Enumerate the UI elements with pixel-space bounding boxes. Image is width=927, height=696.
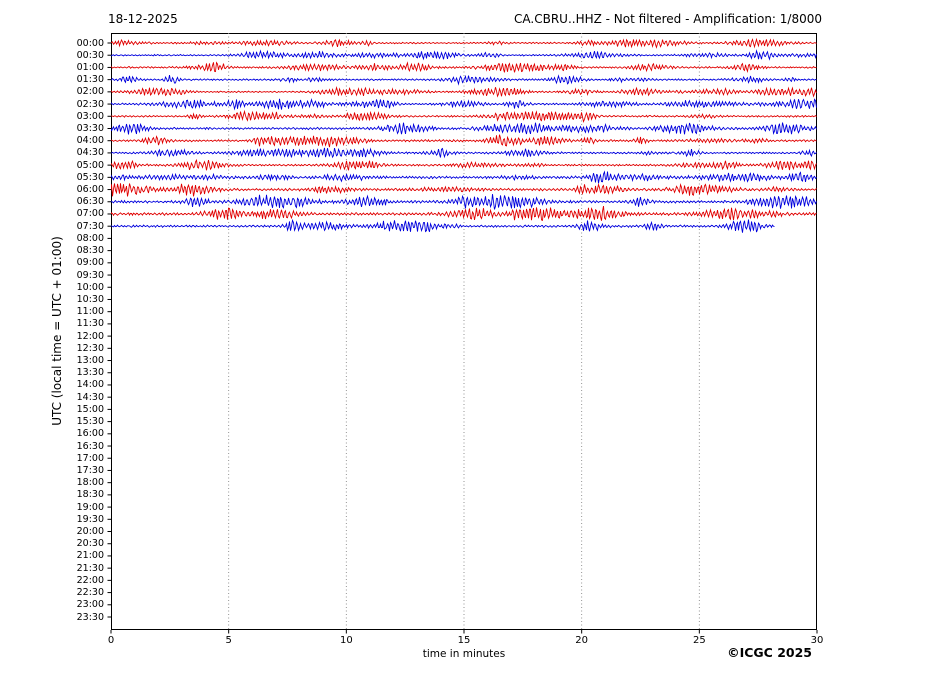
seismic-trace: [111, 158, 817, 171]
y-tick-label: 22:30: [76, 587, 104, 599]
y-tick-label: 20:30: [76, 538, 104, 550]
y-tick-label: 18:30: [76, 489, 104, 501]
y-tick-label: 13:30: [76, 367, 104, 379]
y-tick-label: 00:30: [76, 49, 104, 61]
seismic-trace: [111, 134, 817, 148]
y-tick-label: 23:30: [76, 611, 104, 623]
y-tick-label: 01:00: [76, 61, 104, 73]
x-tick-label: 25: [692, 635, 706, 646]
y-tick-label: 04:30: [76, 147, 104, 159]
y-tick-label: 03:00: [76, 110, 104, 122]
seismic-trace: [111, 37, 817, 49]
y-tick-label: 10:30: [76, 293, 104, 305]
y-tick-label: 05:30: [76, 171, 104, 183]
y-tick-label: 14:30: [76, 391, 104, 403]
y-tick-label: 15:00: [76, 403, 104, 415]
y-tick-label: 06:30: [76, 196, 104, 208]
copyright-label: ©ICGC 2025: [727, 645, 812, 660]
date-label: 18-12-2025: [108, 12, 178, 26]
x-tick-label: 5: [225, 635, 232, 646]
y-tick-label: 11:00: [76, 306, 104, 318]
y-tick-label: 17:00: [76, 452, 104, 464]
y-tick-label: 19:30: [76, 513, 104, 525]
y-tick-label: 03:30: [76, 122, 104, 134]
x-tick-label: 30: [810, 635, 824, 646]
y-tick-label: 02:00: [76, 86, 104, 98]
y-tick-label: 07:30: [76, 220, 104, 232]
y-tick-label: 01:30: [76, 74, 104, 86]
y-tick-label: 06:00: [76, 184, 104, 196]
y-tick-label: 20:00: [76, 526, 104, 537]
y-tick-label: 21:30: [76, 562, 104, 574]
y-tick-label: 11:30: [76, 318, 104, 330]
y-tick-label: 19:00: [76, 501, 104, 513]
y-tick-label: 16:00: [76, 428, 104, 440]
seismic-trace: [111, 194, 817, 210]
y-tick-label: 08:30: [76, 245, 104, 257]
seismic-trace: [111, 170, 817, 184]
seismic-trace: [111, 85, 817, 98]
x-tick-label: 15: [457, 635, 471, 646]
y-tick-label: 08:00: [76, 232, 104, 244]
y-tick-label: 17:30: [76, 464, 104, 476]
y-tick-label: 22:00: [76, 574, 104, 586]
y-tick-label: 09:00: [76, 257, 104, 269]
y-tick-label: 18:00: [76, 477, 104, 489]
seismic-trace: [111, 109, 817, 124]
seismic-trace: [111, 49, 817, 61]
x-axis-label: time in minutes: [422, 648, 506, 660]
x-tick-label: 10: [339, 635, 353, 646]
seismic-trace: [111, 97, 817, 111]
y-tick-label: 10:00: [76, 281, 104, 293]
y-tick-label: 15:30: [76, 416, 104, 428]
seismic-trace: [111, 147, 817, 159]
y-tick-label: 07:00: [76, 208, 104, 220]
y-tick-label: 05:00: [76, 159, 104, 171]
x-tick-label: 20: [575, 635, 589, 646]
y-tick-label: 23:00: [76, 599, 104, 611]
y-tick-label: 09:30: [76, 269, 104, 281]
y-tick-label: 13:00: [76, 355, 104, 367]
y-tick-label: 21:00: [76, 550, 104, 562]
x-tick-label: 0: [107, 635, 115, 646]
seismic-trace: [111, 74, 817, 86]
y-tick-label: 12:00: [76, 330, 104, 342]
seismic-trace: [111, 122, 817, 135]
y-tick-label: 14:00: [76, 379, 104, 391]
y-tick-label: 02:30: [76, 98, 104, 110]
y-tick-label: 16:30: [76, 440, 104, 452]
seismic-trace: [111, 182, 817, 197]
seismic-trace: [111, 218, 775, 233]
y-tick-label: 04:00: [76, 135, 104, 147]
plot-title: CA.CBRU..HHZ - Not filtered - Amplificat…: [514, 12, 822, 26]
seismic-trace: [111, 205, 817, 221]
seismic-trace: [111, 61, 817, 73]
y-tick-label: 00:00: [76, 37, 104, 49]
y-tick-label: 12:30: [76, 342, 104, 354]
